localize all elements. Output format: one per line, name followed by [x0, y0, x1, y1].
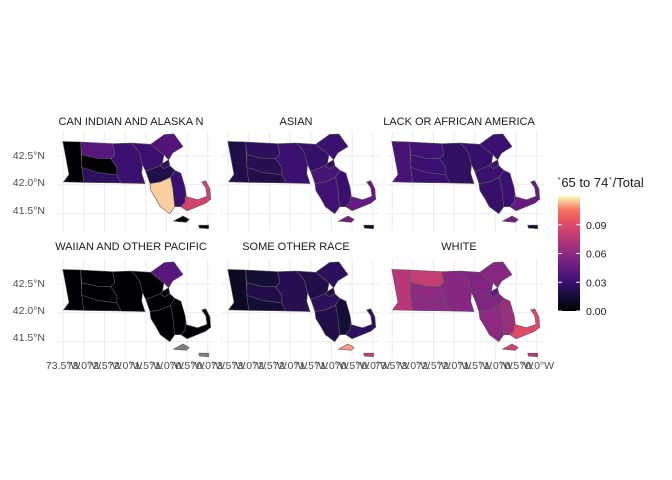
y-tick-label: 41.5°N — [13, 205, 45, 217]
county-barnstable — [509, 180, 541, 212]
x-tick-label: 71.5°W — [129, 360, 164, 372]
county-bristol — [478, 304, 505, 343]
x-tick-label: 70.0°W — [520, 360, 555, 372]
county-bristol — [478, 176, 505, 215]
county-nantucket — [527, 224, 538, 230]
county-essex — [150, 261, 184, 289]
x-tick-label: 70.5°W — [499, 360, 534, 372]
county-dukes — [337, 343, 355, 351]
x-axis-ticks: 73.5°W73.0°W72.5°W72.0°W71.5°W71.0°W70.5… — [46, 360, 554, 372]
legend-title: `65 to 74`/Total — [557, 175, 644, 190]
county-bristol — [149, 176, 176, 215]
x-tick-label: 72.5°W — [87, 360, 122, 372]
county-barnstable — [509, 308, 541, 340]
facet-panel — [386, 259, 543, 359]
legend-tick-label: 0.06 — [586, 249, 607, 261]
facet-panels — [57, 131, 543, 359]
x-tick-label: 70.0°W — [191, 360, 226, 372]
county-essex — [479, 261, 513, 289]
x-tick-label: 72.0°W — [437, 360, 472, 372]
legend-ticks: 0.00 0.03 0.06 0.09 — [558, 220, 607, 318]
x-tick-label: 72.5°W — [252, 360, 287, 372]
county-dukes — [172, 215, 190, 223]
county-dukes — [337, 215, 355, 223]
county-nantucket — [363, 352, 374, 358]
x-tick-label: 73.5°W — [375, 360, 410, 372]
x-tick-label: 72.0°W — [108, 360, 143, 372]
county-bristol — [149, 304, 176, 343]
x-tick-label: 73.0°W — [232, 360, 267, 372]
county-nantucket — [363, 224, 374, 230]
county-barnstable — [345, 308, 377, 340]
x-tick-label: 73.0°W — [396, 360, 431, 372]
y-tick-label: 42.5°N — [13, 278, 45, 290]
x-tick-label: 73.0°W — [67, 360, 102, 372]
county-dukes — [172, 343, 190, 351]
x-tick-label: 71.0°W — [149, 360, 184, 372]
x-tick-label: 70.5°W — [170, 360, 205, 372]
x-tick-label: 72.0°W — [273, 360, 308, 372]
county-barnstable — [345, 180, 377, 212]
county-dukes — [501, 343, 519, 351]
facet-label-black: LACK OR AFRICAN AMERICA — [383, 116, 535, 128]
legend-tick-label: 0.00 — [586, 306, 607, 318]
legend-colorbar — [558, 196, 580, 311]
legend-tick-label: 0.03 — [586, 277, 607, 289]
x-tick-label: 70.5°W — [335, 360, 370, 372]
county-nantucket — [527, 352, 538, 358]
facet-label-asian: ASIAN — [279, 116, 312, 128]
x-tick-label: 71.5°W — [458, 360, 493, 372]
county-dukes — [501, 215, 519, 223]
legend-tick-label: 0.09 — [586, 220, 607, 232]
facet-panel — [57, 131, 214, 231]
facet-panel — [222, 259, 379, 359]
county-bristol — [314, 304, 341, 343]
facet-label-some-other-race: SOME OTHER RACE — [242, 241, 350, 253]
county-nantucket — [198, 352, 209, 358]
county-barnstable — [180, 180, 212, 212]
y-tick-label: 42.0°N — [13, 305, 45, 317]
x-tick-label: 73.5°W — [46, 360, 81, 372]
y-tick-label: 42.0°N — [13, 177, 45, 189]
county-nantucket — [198, 224, 209, 230]
x-tick-label: 71.0°W — [314, 360, 349, 372]
x-tick-label: 71.0°W — [478, 360, 513, 372]
facet-label-american-indian: CAN INDIAN AND ALASKA N — [59, 116, 204, 128]
county-essex — [479, 133, 513, 161]
y-tick-label: 42.5°N — [13, 150, 45, 162]
x-tick-label: 73.5°W — [211, 360, 246, 372]
county-essex — [315, 133, 349, 161]
facet-panel — [222, 131, 379, 231]
y-tick-label: 41.5°N — [13, 332, 45, 344]
facet-panel — [386, 131, 543, 231]
county-barnstable — [180, 308, 212, 340]
x-tick-label: 71.5°W — [294, 360, 329, 372]
facet-panel — [57, 259, 214, 359]
facet-label-pacific-islander: WAIIAN AND OTHER PACIFIC — [55, 241, 207, 253]
county-bristol — [314, 176, 341, 215]
x-tick-label: 70.0°W — [356, 360, 391, 372]
county-essex — [150, 133, 184, 161]
x-tick-label: 72.5°W — [416, 360, 451, 372]
county-essex — [315, 261, 349, 289]
facet-label-white: WHITE — [441, 241, 476, 253]
